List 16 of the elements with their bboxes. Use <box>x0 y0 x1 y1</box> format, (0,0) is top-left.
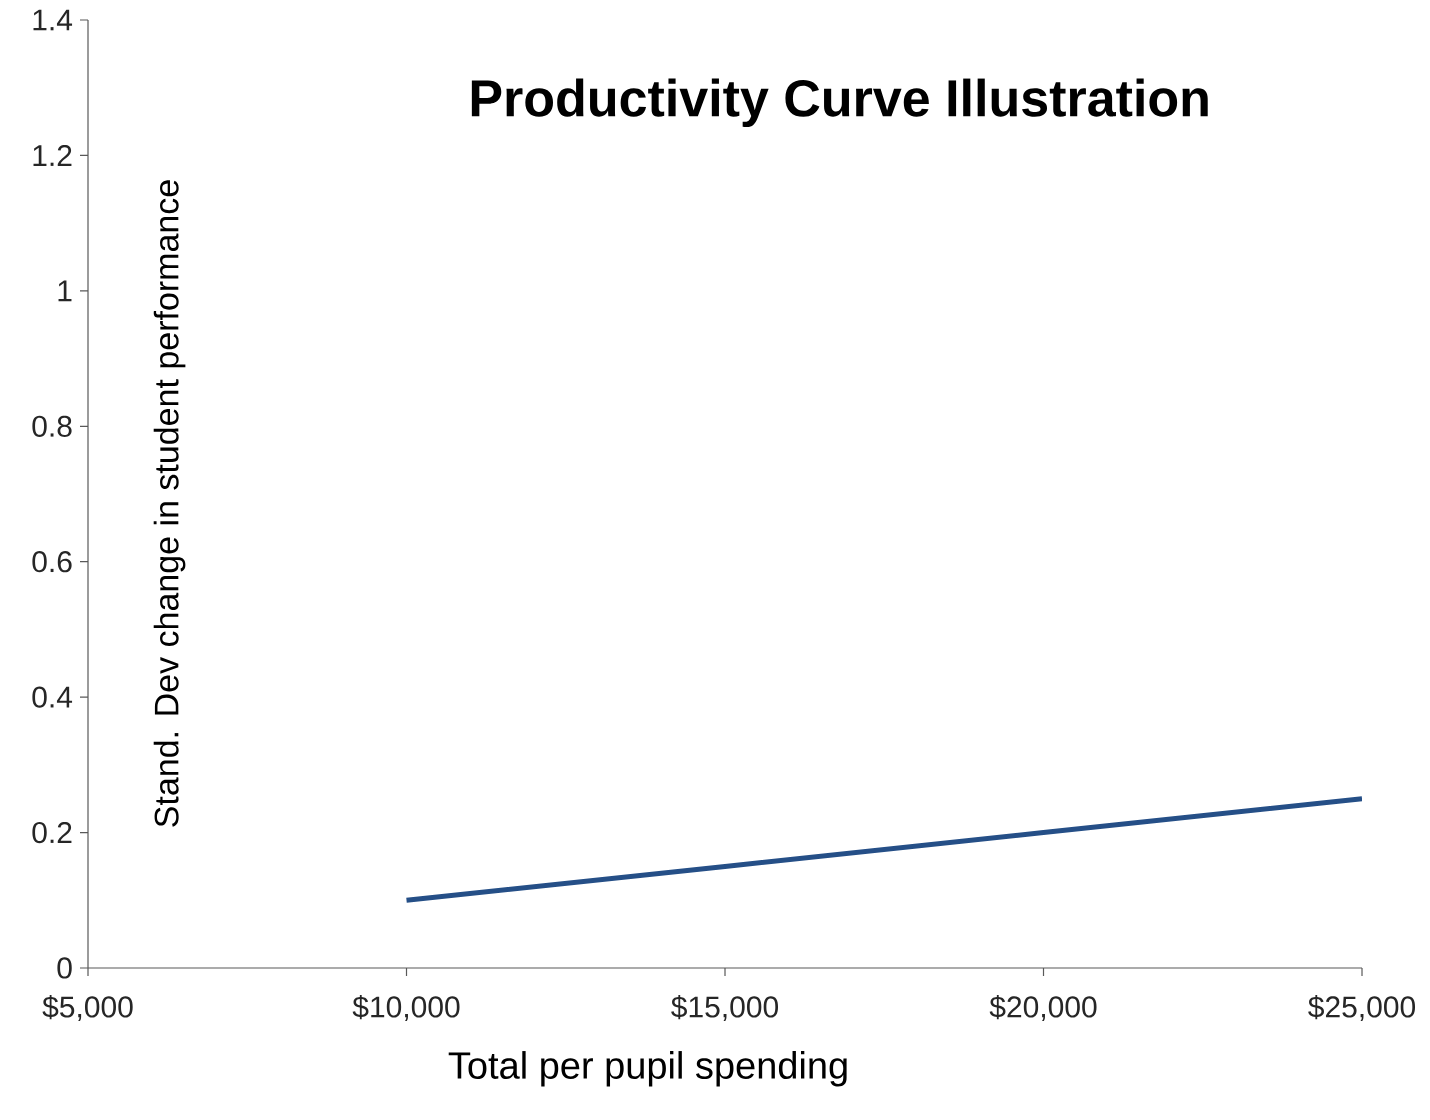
y-tick-label: 1.2 <box>33 144 72 166</box>
y-tick-label: 0 <box>57 957 72 979</box>
text: Productivity Curve Illustration <box>471 78 1208 128</box>
y-tick-label: 1 <box>58 280 72 302</box>
y-axis-title: Stand. Dev change in student performance <box>153 180 186 827</box>
y-tick-label: 0.8 <box>32 415 72 437</box>
x-axis-title: Total per pupil spending <box>448 1051 847 1087</box>
x-tick-label: $5,000 <box>42 995 133 1022</box>
x-tick-label: $20,000 <box>989 995 1097 1022</box>
y-tick-label: 0.4 <box>32 686 73 708</box>
y-tick-label: 0.2 <box>32 821 72 844</box>
x-tick-label: $25,000 <box>1308 995 1416 1022</box>
x-tick-label: $10,000 <box>352 995 460 1022</box>
x-tick-label: $15,000 <box>671 995 779 1022</box>
y-tick-label: 0.6 <box>32 551 72 573</box>
y-tick-label: 1.4 <box>33 9 73 31</box>
